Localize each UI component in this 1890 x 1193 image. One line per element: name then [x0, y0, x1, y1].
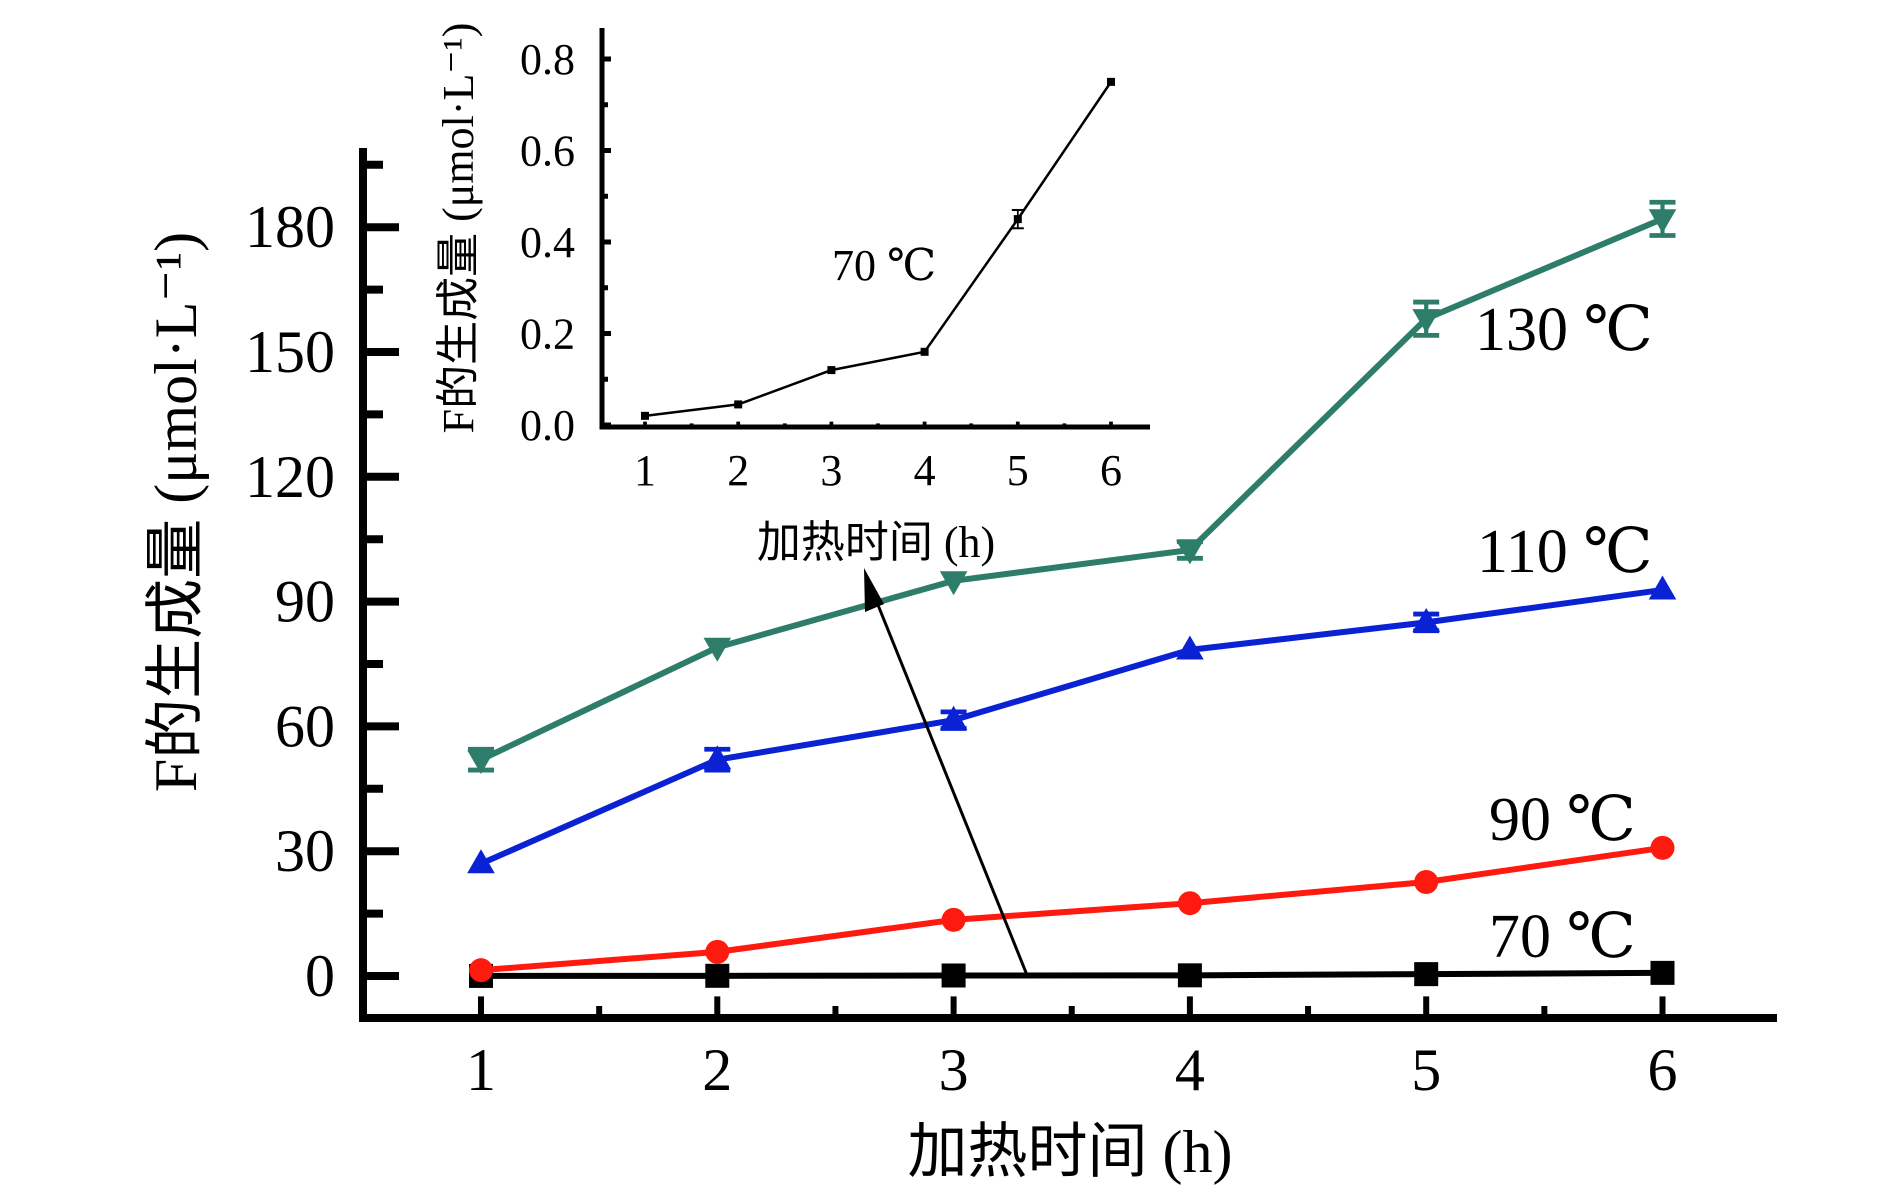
- inset-y-tick-label: 0.6: [520, 127, 575, 176]
- main-y-tick-label: 180: [245, 194, 335, 260]
- inset-series-label-70: 70 ℃: [832, 241, 936, 290]
- main-y-tick-label: 150: [245, 319, 335, 385]
- inset-x-tick-label: 5: [1007, 446, 1029, 495]
- main-data-point: [703, 745, 732, 770]
- inset-y-tick-label: 0.2: [520, 310, 575, 359]
- main-data-point: [941, 907, 966, 932]
- inset-pointer-arrow: [864, 568, 1029, 976]
- main-data-point: [939, 571, 968, 596]
- main-data-point: [467, 750, 495, 775]
- main-data-point: [1650, 835, 1675, 860]
- main-x-tick-label: 5: [1411, 1037, 1441, 1103]
- inset-data-point: [1107, 77, 1115, 86]
- main-data-point: [1414, 962, 1439, 987]
- main-data-point: [705, 963, 730, 988]
- main-data-point: [469, 958, 493, 983]
- main-data-point: [1648, 209, 1677, 234]
- main-data-point: [1177, 963, 1202, 988]
- inset-series-line-70: [644, 81, 1113, 418]
- main-data-point: [1412, 608, 1440, 632]
- inset-x-axis-title: 加热时间 (h): [757, 518, 995, 567]
- main-x-tick-label: 6: [1648, 1037, 1678, 1103]
- inset-y-tick-label: 0.4: [520, 218, 575, 267]
- inset-data-point: [920, 347, 929, 356]
- inset-x-tick-label: 3: [820, 446, 842, 495]
- inset-y-tick-label: 0.8: [520, 35, 575, 84]
- inset-data-point: [641, 411, 649, 420]
- main-data-point: [1648, 575, 1677, 600]
- inset-data-point: [827, 366, 836, 375]
- inset-data-point: [1013, 215, 1022, 224]
- inset-x-tick-label: 4: [914, 446, 936, 495]
- main-series-line-70: [480, 969, 1663, 979]
- inset-axes: 0.0 0.2 0.4 0.6 0.8 1 2 3 4 5 6: [520, 28, 1150, 495]
- main-data-point: [939, 705, 968, 730]
- main-y-axis-title: F的生成量 (μmol·L⁻¹): [143, 232, 209, 792]
- main-y-tick-label: 30: [275, 818, 335, 884]
- main-x-tick-label: 3: [939, 1037, 969, 1103]
- main-series: [467, 199, 1677, 988]
- main-data-point: [1176, 635, 1204, 660]
- series-label-90: 90 ℃: [1489, 786, 1636, 854]
- main-series-line-90: [480, 844, 1663, 974]
- inset-series: [641, 77, 1115, 420]
- main-data-point: [1414, 869, 1439, 894]
- main-y-tick-label: 120: [245, 444, 335, 510]
- main-series-line-110: [479, 586, 1663, 867]
- main-data-point: [1412, 309, 1440, 334]
- main-data-point: [1177, 891, 1202, 916]
- main-y-tick-label: 90: [275, 569, 335, 635]
- inset-x-tick-label: 1: [634, 446, 656, 495]
- main-x-axis-title: 加热时间 (h): [908, 1119, 1233, 1185]
- main-data-point: [1176, 540, 1204, 565]
- main-axes: 0 30 60 90 120 150 180 1 2 3 4 5 6: [245, 148, 1777, 1103]
- main-data-point: [941, 963, 966, 988]
- inset-y-tick-label: 0.0: [520, 401, 575, 450]
- main-y-tick-label: 0: [305, 943, 335, 1009]
- inset-data-point: [734, 400, 743, 409]
- inset-y-axis-title: F的生成量 (μmol·L⁻¹): [434, 23, 483, 434]
- main-data-point: [1650, 960, 1675, 985]
- main-series-line-130: [479, 216, 1664, 763]
- main-x-tick-label: 4: [1175, 1037, 1205, 1103]
- series-label-70: 70 ℃: [1489, 903, 1636, 971]
- inset-x-tick-label: 6: [1100, 446, 1122, 495]
- series-label-130: 130 ℃: [1475, 296, 1653, 364]
- main-data-point: [703, 637, 732, 662]
- main-y-tick-label: 60: [275, 693, 335, 759]
- main-data-point: [467, 849, 495, 874]
- inset-x-tick-label: 2: [727, 446, 749, 495]
- series-label-110: 110 ℃: [1477, 518, 1653, 586]
- main-x-tick-label: 2: [702, 1037, 732, 1103]
- main-x-tick-label: 1: [466, 1037, 496, 1103]
- main-data-point: [705, 939, 730, 964]
